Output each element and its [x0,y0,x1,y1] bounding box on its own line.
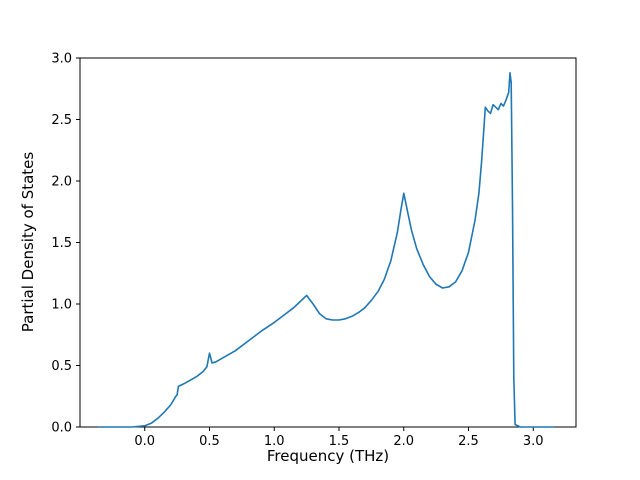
y-tick-label: 1.0 [51,298,72,313]
x-tick-label: 3.0 [523,434,544,449]
x-axis-ticks: 0.0 0.5 1.0 1.5 2.0 2.5 3.0 [134,427,544,449]
x-tick-label: 0.5 [199,434,220,449]
x-tick-label: 1.5 [329,434,350,449]
x-tick-label: 2.0 [393,434,414,449]
y-axis-label: Partial Density of States [19,151,37,333]
x-tick-label: 2.5 [458,434,479,449]
x-axis-label: Frequency (THz) [266,447,390,465]
dos-line [98,72,554,428]
y-tick-label: 1.5 [51,236,72,251]
axes-spines [79,57,577,428]
y-axis-ticks: 0.0 0.5 1.0 1.5 2.0 2.5 3.0 [51,52,80,436]
y-tick-label: 2.0 [51,175,72,190]
y-tick-label: 2.5 [51,113,72,128]
x-tick-label: 1.0 [264,434,285,449]
x-tick-label: 0.0 [134,434,155,449]
y-tick-label: 3.0 [51,52,72,67]
y-tick-label: 0.5 [51,359,72,374]
y-tick-label: 0.0 [51,421,72,436]
